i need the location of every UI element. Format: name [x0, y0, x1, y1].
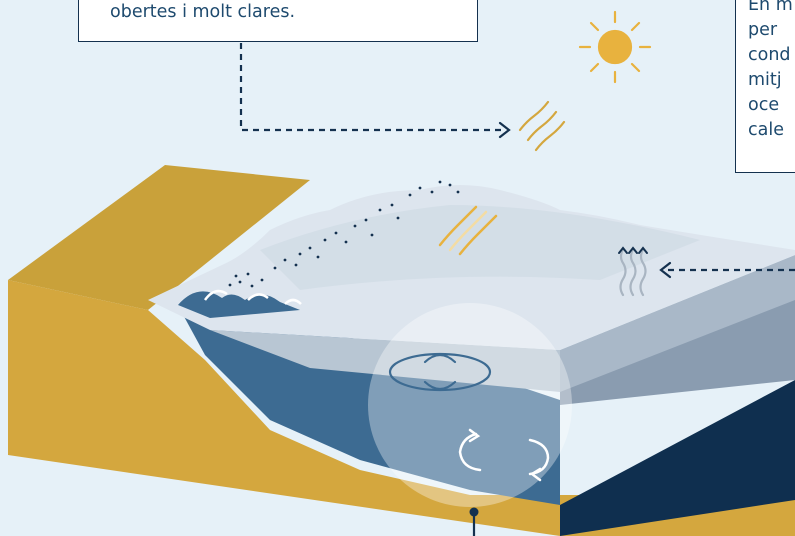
sun-icon: [578, 10, 652, 84]
ice-surface-top: [260, 205, 700, 290]
wave-foam: [203, 289, 302, 305]
dotted-trail: [228, 180, 460, 288]
callout-right-line: cond: [748, 45, 791, 65]
land-left-face: [8, 280, 795, 536]
rotation-arrows-icon-upper: [388, 352, 492, 392]
callout-right-line: cale: [748, 120, 784, 140]
highlight-circle: [368, 303, 572, 507]
arrowhead-left: [498, 121, 511, 139]
heat-waves-icon: [518, 100, 566, 152]
callout-right: En m per cond mitj oce cale: [735, 0, 795, 173]
dashed-arrow-left: [239, 43, 505, 132]
pin-dot: [469, 507, 479, 517]
callout-right-line: En m: [748, 0, 793, 15]
wave-crest: [178, 291, 300, 318]
callout-right-line: per: [748, 20, 778, 40]
arrowhead-right: [659, 261, 672, 279]
vapor-icon-surface: [438, 205, 498, 256]
callout-left: obertes i molt clares.: [78, 0, 478, 42]
ice-slab-front: [210, 330, 560, 392]
rotation-arrows-icon-lower: [458, 428, 550, 482]
callout-right-line: oce: [748, 95, 780, 115]
deep-water-layer: [560, 380, 795, 536]
callout-left-text: obertes i molt clares.: [110, 2, 296, 22]
land-top: [8, 165, 310, 310]
grey-vapor-icon: [619, 247, 647, 297]
callout-right-line: mitj: [748, 70, 782, 90]
grey-vapor-arrowheads: [618, 246, 648, 254]
ice-slab-side: [560, 255, 795, 392]
